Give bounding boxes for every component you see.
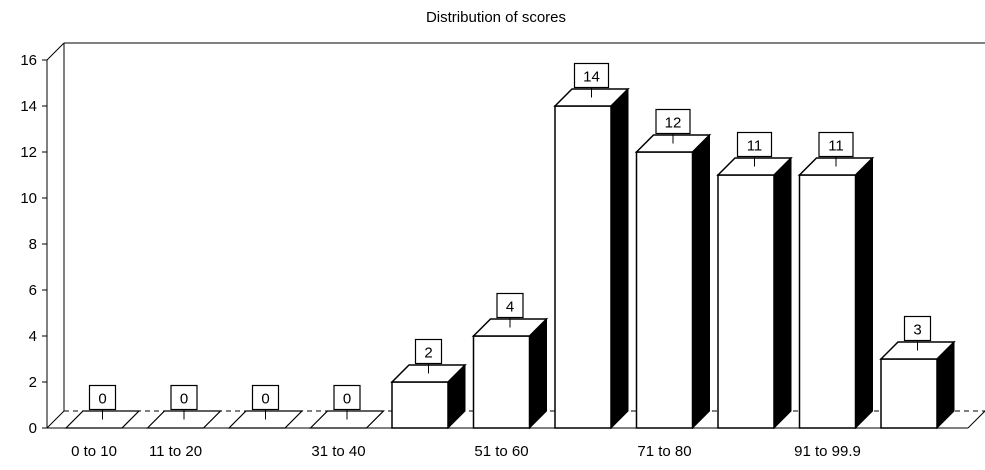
chart-title: Distribution of scores bbox=[426, 9, 566, 26]
bar: 0 bbox=[227, 384, 304, 429]
bar: 11 bbox=[716, 131, 793, 430]
bar-side bbox=[855, 156, 873, 430]
x-tick-label: 91 to 99.9 bbox=[794, 443, 861, 460]
data-label-box bbox=[818, 131, 854, 158]
y-tick-label: 16 bbox=[20, 52, 37, 69]
x-tick-label: 11 to 20 bbox=[149, 443, 202, 460]
x-tick-label: 31 to 40 bbox=[311, 443, 365, 460]
bar-side bbox=[529, 317, 547, 430]
y-tick-label: 6 bbox=[29, 282, 37, 299]
x-axis-labels: 0 to 10 11 to 20 31 to 40 51 to 60 71 to 80 9… bbox=[71, 443, 861, 460]
bar: 11 bbox=[797, 131, 875, 430]
bar: 3 bbox=[879, 315, 956, 430]
data-label-box bbox=[170, 384, 198, 411]
floor-left-edge bbox=[46, 410, 65, 429]
data-label: 12 bbox=[665, 115, 682, 132]
floor-right-edge bbox=[967, 410, 985, 429]
data-label: 11 bbox=[828, 138, 844, 155]
bar-front bbox=[717, 174, 775, 429]
data-label: 11 bbox=[747, 138, 763, 155]
x-tick-label: 0 to 10 bbox=[71, 443, 117, 460]
bar: 4 bbox=[471, 292, 549, 430]
bar: 0 bbox=[146, 384, 222, 429]
bar-side bbox=[610, 87, 629, 430]
y-tick-label: 12 bbox=[20, 144, 37, 161]
data-label-box bbox=[573, 62, 610, 89]
bar-front bbox=[635, 151, 694, 429]
data-label-box bbox=[655, 108, 691, 135]
y-tick-label: 8 bbox=[29, 236, 37, 253]
bar: 2 bbox=[390, 338, 467, 430]
data-label-box bbox=[903, 315, 932, 342]
y-tick-label: 14 bbox=[20, 98, 37, 115]
y-tick-label: 2 bbox=[29, 374, 37, 391]
data-label: 0 bbox=[261, 391, 269, 408]
bar-side bbox=[773, 156, 792, 430]
bar: 14 bbox=[553, 62, 630, 430]
bar-front bbox=[798, 174, 857, 429]
data-label: 3 bbox=[913, 322, 921, 339]
data-label-box bbox=[414, 338, 443, 365]
bar: 0 bbox=[309, 384, 385, 429]
data-label-box bbox=[496, 292, 524, 319]
data-label: 0 bbox=[343, 391, 351, 408]
data-label: 14 bbox=[583, 69, 600, 86]
bar-front bbox=[554, 105, 612, 429]
bar: 0 bbox=[64, 384, 141, 429]
data-label-box bbox=[333, 384, 361, 411]
x-tick-label: 51 to 60 bbox=[474, 443, 528, 460]
data-label: 0 bbox=[180, 391, 188, 408]
data-label-box bbox=[251, 384, 280, 411]
data-label: 2 bbox=[424, 345, 432, 362]
chart-bars: 0 0 0 0 2 4 14 12 11 11 3 bbox=[64, 62, 956, 430]
data-label: 0 bbox=[98, 391, 106, 408]
bar-side bbox=[692, 133, 710, 430]
x-tick-label: 71 to 80 bbox=[637, 443, 691, 460]
bar-front bbox=[472, 335, 531, 429]
bar-front bbox=[880, 358, 938, 429]
y-tick-label: 4 bbox=[29, 328, 37, 345]
bar: 12 bbox=[634, 108, 712, 430]
y-axis-top-edge bbox=[46, 42, 65, 61]
data-label: 4 bbox=[506, 299, 514, 316]
data-label-box bbox=[736, 131, 773, 158]
y-tick-label: 0 bbox=[29, 420, 37, 437]
y-axis-ticks: 0 2 4 6 8 10 12 14 16 bbox=[20, 52, 47, 437]
y-tick-label: 10 bbox=[20, 190, 37, 207]
bar-front bbox=[391, 381, 449, 429]
data-label-box bbox=[88, 384, 117, 411]
